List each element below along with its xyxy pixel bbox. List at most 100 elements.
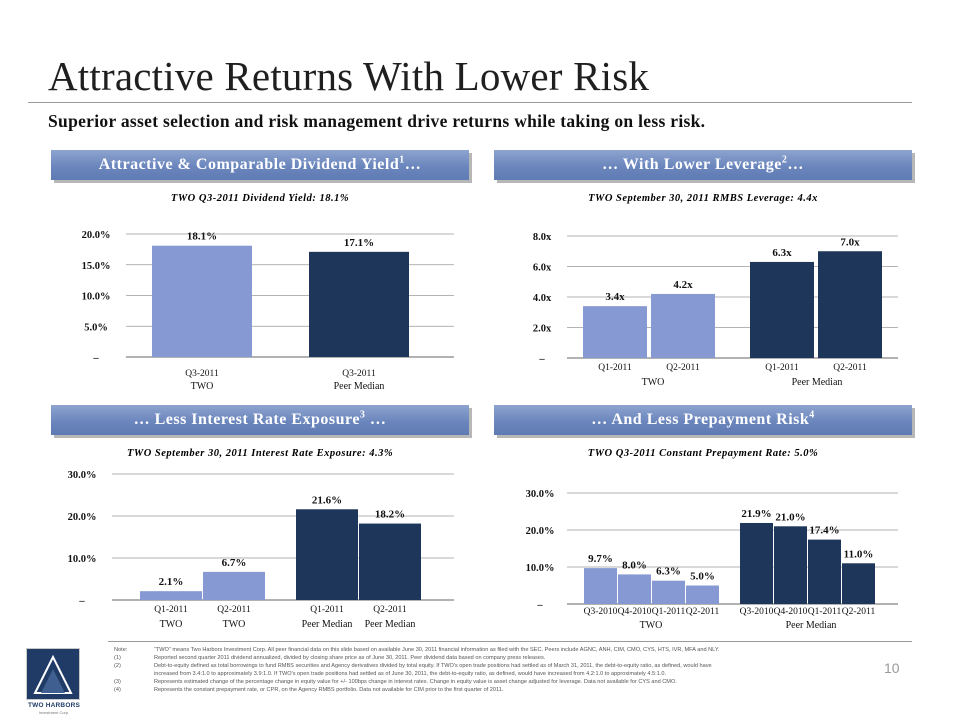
footnote-text: Debt-to-equity defined as total borrowin… (154, 663, 712, 669)
footnote-key (114, 670, 154, 678)
prepay-value-label: 21.0% (775, 511, 805, 523)
footer-divider (108, 641, 912, 642)
prepay-tick-label: 20.0% (526, 526, 555, 537)
footnote-marker: 4 (809, 409, 815, 421)
dividend-tick-label: 10.0% (82, 292, 111, 303)
section-header-text: … With Lower Leverage (602, 156, 782, 173)
prepay-group-label: TWO (640, 620, 663, 631)
prepay-bar (652, 580, 685, 604)
leverage-category-label: Q2-2011 (666, 363, 700, 373)
leverage-bar (818, 251, 882, 358)
logo-tagline: Investment Corp. (38, 710, 70, 715)
leverage-value-label: 6.3x (772, 247, 792, 259)
prepay-bar (686, 585, 719, 604)
interest-category-label: Q1-2011 (310, 605, 344, 615)
section-header-leverage: … With Lower Leverage2… (494, 150, 912, 180)
leverage-group-label: Peer Median (792, 377, 843, 388)
leverage-group-label: TWO (642, 377, 665, 388)
footnote-key: (3) (114, 679, 121, 685)
page-subtitle: Superior asset selection and risk manage… (48, 111, 706, 131)
dividend-group-label: TWO (191, 381, 214, 392)
footnote-text: Represents the constant prepayment rate,… (154, 687, 504, 693)
logo-name: TWO HARBORS (27, 702, 81, 709)
logo-mark (26, 648, 80, 700)
footnote-key: (1) (114, 655, 121, 661)
footnote-row: (1) Reported second quarter 2011 dividend… (114, 654, 914, 662)
prepay-bar (740, 522, 773, 604)
interest-category-label: Q2-2011 (373, 605, 407, 615)
interest-bar (140, 591, 202, 600)
prepay-value-label: 5.0% (690, 571, 715, 583)
prepay-category-label: Q2-2011 (842, 607, 876, 617)
interest-group-label: Peer Median (365, 619, 416, 630)
footnote-row: increased from 3.4:1.0 to approximately … (114, 670, 914, 678)
prepay-bar (774, 526, 807, 604)
footnote-row: Note: “TWO” means Two Harbors Investment … (114, 646, 914, 654)
interest-tick-label: – (78, 596, 85, 607)
prepay-group-label: Peer Median (786, 620, 837, 631)
footnote-text: increased from 3.4:1.0 to approximately … (154, 671, 667, 677)
dividend-value-label: 18.1% (187, 231, 217, 243)
prepay-tick-label: 30.0% (526, 489, 555, 500)
company-logo: TWO HARBORS Investment Corp. (8, 648, 104, 715)
section-header-suffix: … (365, 411, 387, 428)
leverage-value-label: 3.4x (605, 291, 625, 303)
dividend-tick-label: 15.0% (82, 261, 111, 272)
leverage-value-label: 7.0x (840, 236, 860, 248)
dividend-tick-label: 20.0% (82, 230, 111, 241)
prepay-tick-label: 10.0% (526, 563, 555, 574)
leverage-category-label: Q2-2011 (833, 363, 867, 373)
footnote-text: “TWO” means Two Harbors Investment Corp.… (154, 647, 720, 653)
footnote-marker: 1 (399, 154, 405, 166)
prepay-tick-label: – (536, 600, 543, 611)
prepay-category-label: Q3-2010 (584, 607, 618, 617)
prepay-category-label: Q4-2010 (774, 607, 808, 617)
prepay-value-label: 8.0% (622, 559, 647, 571)
leverage-bar (750, 261, 814, 358)
section-header-dividend: Attractive & Comparable Dividend Yield1… (51, 150, 469, 180)
section-header-suffix: … (787, 156, 804, 173)
footnote-marker: 3 (359, 409, 366, 421)
footnote-row: (3) Represents estimated change of the pe… (114, 678, 914, 686)
prepay-value-label: 9.7% (588, 553, 613, 565)
interest-value-label: 6.7% (222, 557, 247, 569)
chart-title-dividend: TWO Q3-2011 Dividend Yield: 18.1% (170, 193, 350, 204)
leverage-bar (651, 293, 715, 358)
interest-value-label: 18.2% (375, 509, 405, 521)
interest-tick-label: 10.0% (68, 554, 97, 565)
prepay-category-label: Q2-2011 (686, 607, 720, 617)
footnote-row: (2) Debt-to-equity defined as total borro… (114, 662, 914, 670)
footnote-marker: 2 (781, 154, 788, 166)
section-header-interest: … Less Interest Rate Exposure3 … (51, 405, 469, 435)
dividend-group-label: Peer Median (334, 381, 385, 392)
dividend-category-label: Q3-2011 (342, 369, 376, 379)
interest-tick-label: 30.0% (68, 470, 97, 481)
footnote-key: (4) (114, 687, 121, 693)
interest-group-label: Peer Median (302, 619, 353, 630)
logo-icon (33, 654, 73, 694)
prepay-value-label: 6.3% (656, 566, 681, 578)
prepay-category-label: Q1-2011 (808, 607, 842, 617)
dividend-tick-label: – (92, 353, 99, 364)
leverage-bar (583, 306, 647, 358)
chart-title-prepay: TWO Q3-2011 Constant Prepayment Rate: 5.… (587, 448, 819, 459)
dividend-value-label: 17.1% (344, 237, 374, 249)
prepay-value-label: 17.4% (809, 525, 839, 537)
prepay-category-label: Q3-2010 (740, 607, 774, 617)
leverage-tick-label: 2.0x (533, 324, 552, 335)
interest-tick-label: 20.0% (68, 512, 97, 523)
prepay-value-label: 11.0% (844, 548, 874, 560)
page-title: Attractive Returns With Lower Risk (48, 53, 650, 99)
footnote-key: (2) (114, 663, 121, 669)
interest-bar (359, 523, 421, 600)
dividend-tick-label: 5.0% (84, 322, 108, 333)
leverage-tick-label: 8.0x (533, 232, 552, 243)
title-divider (28, 102, 912, 103)
interest-category-label: Q2-2011 (217, 605, 251, 615)
prepay-bar (808, 539, 841, 604)
prepay-value-label: 21.9% (741, 508, 771, 520)
footnote-key: Note: (114, 647, 128, 653)
page-number: 10 (884, 660, 900, 676)
footnote-row: (4) Represents the constant prepayment ra… (114, 686, 914, 694)
prepay-category-label: Q4-2010 (618, 607, 652, 617)
